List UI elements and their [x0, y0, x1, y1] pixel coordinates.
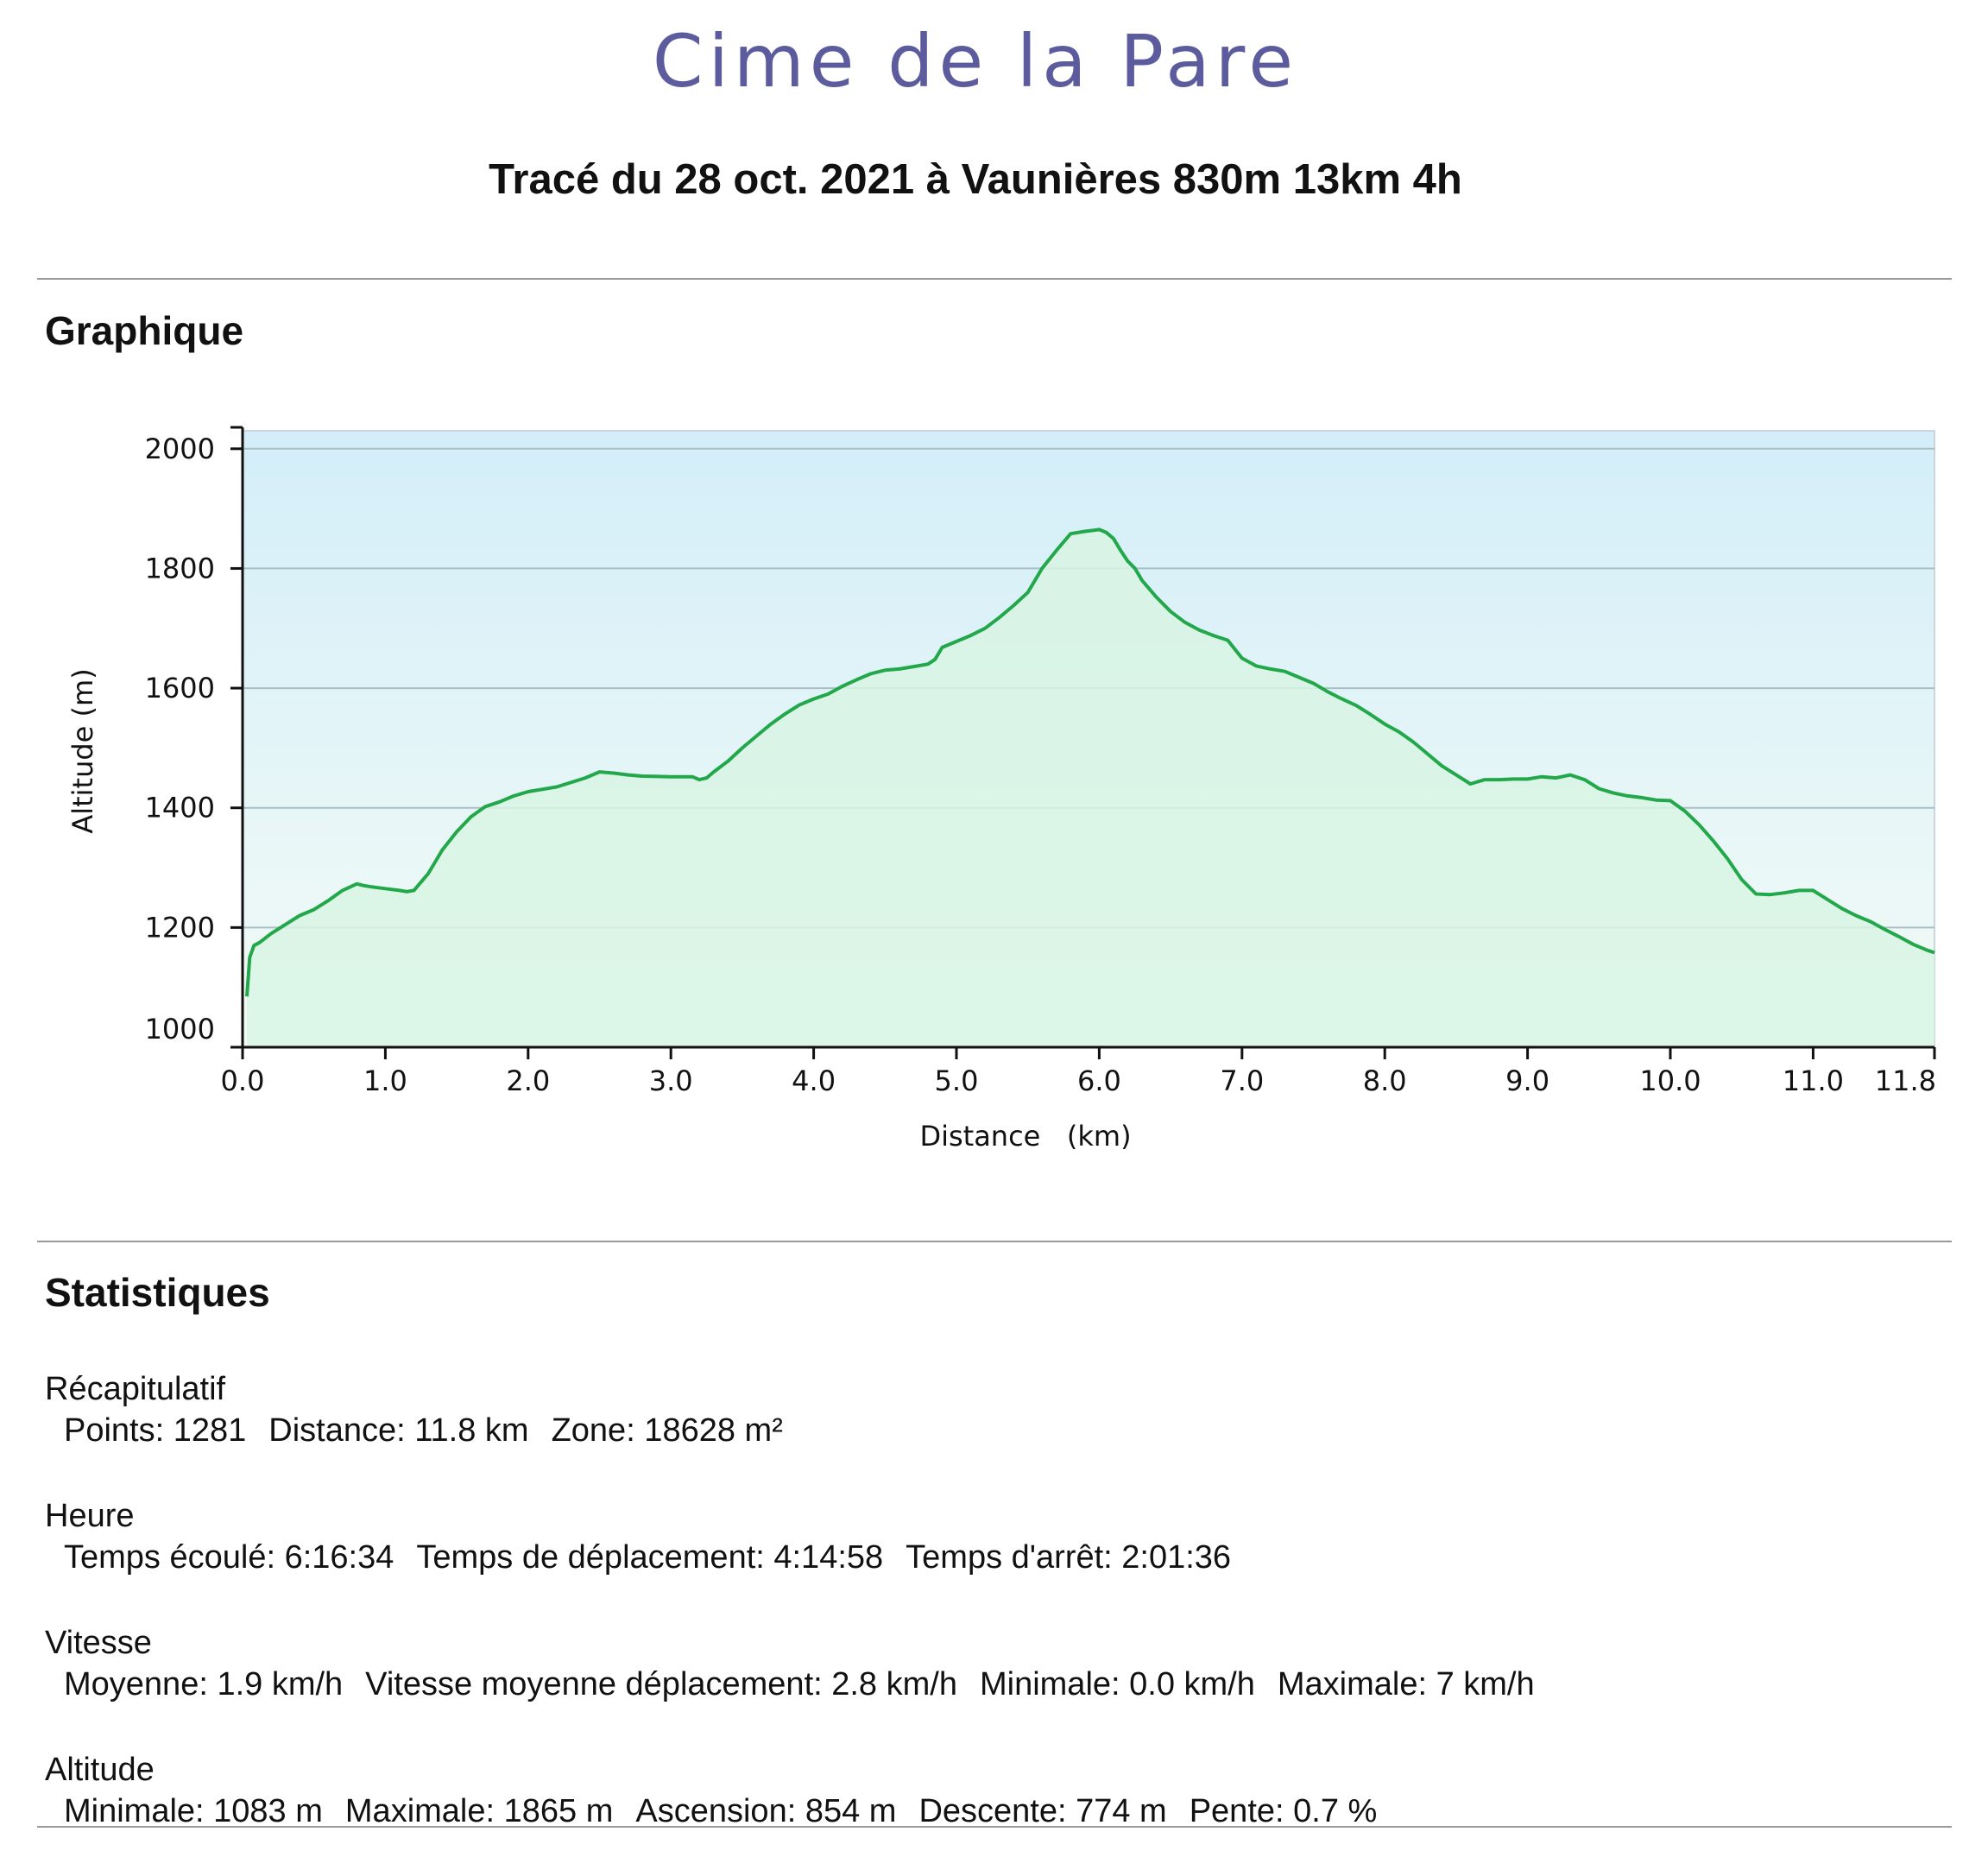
stat-item: Ascension: 854 m — [635, 1793, 897, 1829]
stat-item: Temps d'arrêt: 2:01:36 — [906, 1539, 1232, 1576]
stat-item: Pente: 0.7 % — [1189, 1793, 1378, 1829]
stat-item: Maximale: 7 km/h — [1277, 1666, 1535, 1702]
y-tick-label: 1600 — [145, 672, 215, 704]
stat-group: Vitesse Moyenne: 1.9 km/h Vitesse moyenne … — [45, 1622, 1944, 1749]
stat-item: Temps de déplacement: 4:14:58 — [416, 1539, 884, 1576]
stat-line: Temps écoulé: 6:16:34 Temps de déplacemen… — [45, 1537, 1944, 1578]
y-tick-label: 1800 — [145, 552, 215, 584]
y-tick-label: 1200 — [145, 911, 215, 944]
graph-section-title: Graphique — [45, 308, 244, 353]
stat-line: Moyenne: 1.9 km/h Vitesse moyenne déplace… — [45, 1664, 1944, 1705]
x-tick-label: 2.0 — [506, 1064, 550, 1097]
page-title: Cime de la Pare — [652, 19, 1299, 104]
x-tick-label: 11.0 — [1783, 1064, 1844, 1097]
stat-group: Altitude Minimale: 1083 m Maximale: 1865 m… — [45, 1749, 1944, 1876]
stat-item: Vitesse moyenne déplacement: 2.8 km/h — [365, 1666, 957, 1702]
stat-heading: Vitesse — [45, 1625, 152, 1661]
stat-heading: Heure — [45, 1498, 135, 1534]
divider-middle — [37, 1241, 1952, 1242]
divider-top — [37, 278, 1952, 280]
x-tick-label: 8.0 — [1363, 1064, 1407, 1097]
elevation-line — [245, 527, 1935, 997]
stat-item: Moyenne: 1.9 km/h — [64, 1666, 344, 1702]
x-tick-label: 11.8 — [1875, 1064, 1936, 1097]
stat-item: Minimale: 1083 m — [64, 1793, 323, 1829]
x-tick-label: 0.0 — [221, 1064, 265, 1097]
elevation-area — [247, 529, 1934, 1047]
stat-heading: Récapitulatif — [45, 1371, 226, 1407]
stat-heading: Altitude — [45, 1752, 155, 1788]
stat-item: Distance: 11.8 km — [268, 1412, 529, 1449]
elevation-chart: 1000 1200 1400 1600 1800 2000 0.0 1.0 2.0 3.0 4.0 5… — [66, 426, 1936, 1153]
stat-item: Maximale: 1865 m — [344, 1793, 614, 1829]
stat-group: Récapitulatif Points: 1281 Distance: 11.8 … — [45, 1368, 1944, 1495]
stats-list: Récapitulatif Points: 1281 Distance: 11.8 … — [45, 1368, 1944, 1876]
stat-item: Points: 1281 — [64, 1412, 247, 1449]
x-axis-label: Distance (km) — [919, 1120, 1131, 1153]
x-tick-label: 9.0 — [1505, 1064, 1549, 1097]
x-tick-label: 3.0 — [649, 1064, 693, 1097]
stat-item: Zone: 18628 m² — [551, 1412, 783, 1449]
track-subtitle: Tracé du 28 oct. 2021 à Vaunières 830m 1… — [489, 156, 1462, 203]
x-tick-label: 4.0 — [792, 1064, 836, 1097]
stat-item: Descente: 774 m — [918, 1793, 1167, 1829]
stat-item: Temps écoulé: 6:16:34 — [64, 1539, 394, 1576]
divider-bottom — [37, 1826, 1952, 1828]
stats-section-title: Statistiques — [45, 1270, 270, 1315]
stat-item: Minimale: 0.0 km/h — [979, 1666, 1255, 1702]
y-tick-label: 1400 — [145, 792, 215, 824]
stat-line: Minimale: 1083 m Maximale: 1865 m Ascensio… — [45, 1791, 1944, 1832]
x-tick-label: 1.0 — [363, 1064, 407, 1097]
y-tick-label: 1000 — [145, 1013, 215, 1045]
x-tick-label: 10.0 — [1639, 1064, 1701, 1097]
stat-group: Heure Temps écoulé: 6:16:34 Temps de dépla… — [45, 1495, 1944, 1622]
x-tick-label: 6.0 — [1077, 1064, 1121, 1097]
x-tick-label: 5.0 — [935, 1064, 979, 1097]
x-tick-label: 7.0 — [1220, 1064, 1264, 1097]
y-axis-label: Altitude (m) — [66, 668, 99, 833]
stat-line: Points: 1281 Distance: 11.8 km Zone: 18628… — [45, 1410, 1944, 1451]
y-tick-label: 2000 — [145, 433, 215, 465]
